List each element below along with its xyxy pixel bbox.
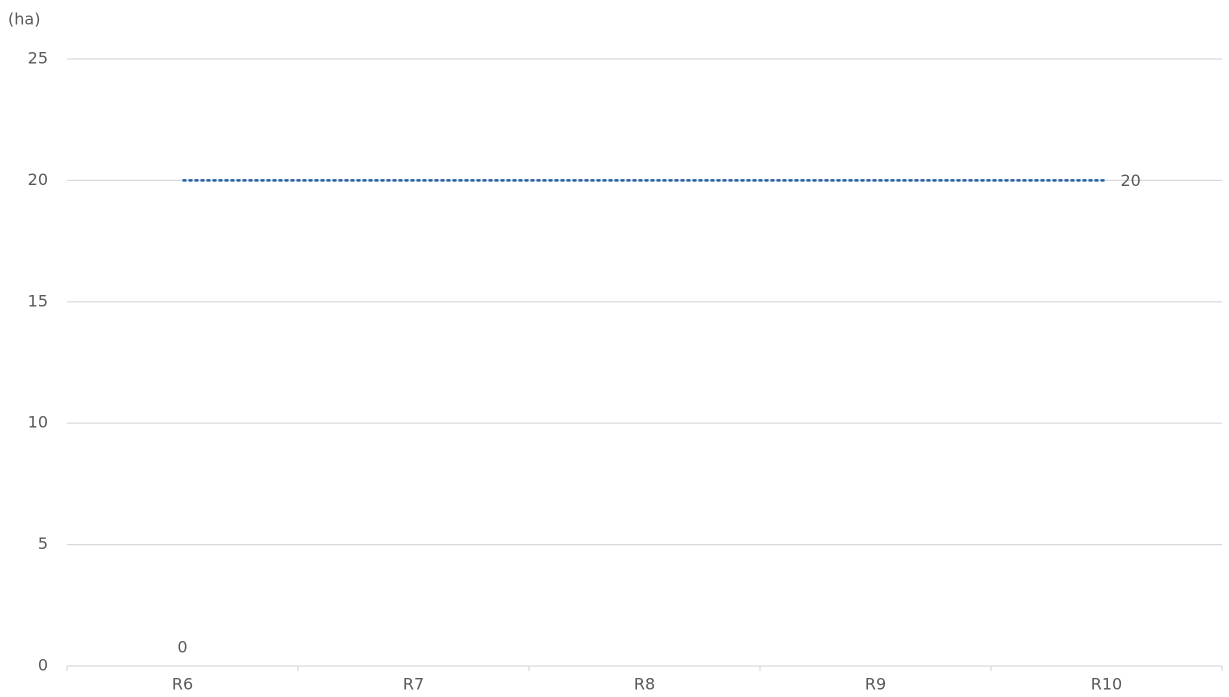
x-tick-label: R9 [865,675,886,694]
y-tick-label: 25 [28,49,48,68]
y-tick-label: 15 [28,291,48,310]
y-tick-label: 10 [28,413,48,432]
data-label: 20 [1121,171,1141,190]
x-tick-label: R6 [172,675,193,694]
data-label: 0 [177,638,187,657]
x-tick-label: R10 [1091,675,1122,694]
y-tick-label: 5 [38,534,48,553]
x-tick-label: R8 [634,675,655,694]
y-tick-label: 20 [28,170,48,189]
x-tick-label: R7 [403,675,424,694]
y-tick-label: 0 [38,656,48,675]
y-axis-label: (ha) [8,10,40,29]
